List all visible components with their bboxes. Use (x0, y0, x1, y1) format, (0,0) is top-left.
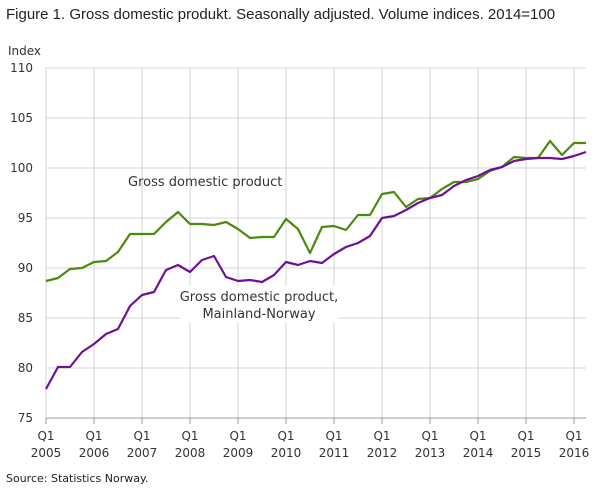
y-tick-label: 110 (10, 61, 33, 75)
x-tick-year: 2010 (271, 446, 302, 460)
x-axis: Q1 2005 Q1 2006 Q1 2007 Q1 2008 Q1 2009 Q1 2010 Q1 20… (31, 417, 590, 460)
x-tick-year: 2013 (415, 446, 446, 460)
y-tick-label: 85 (18, 311, 33, 325)
x-tick-quarter: Q1 (37, 429, 54, 443)
x-tick-year: 2016 (559, 446, 590, 460)
x-tick-quarter: Q1 (325, 429, 342, 443)
y-tick-label: 80 (18, 361, 33, 375)
x-tick-year: 2011 (319, 446, 350, 460)
series-label-gdp: Gross domestic product (128, 175, 282, 190)
series-lines (45, 139, 587, 390)
grid (45, 67, 586, 419)
x-tick-quarter: Q1 (133, 429, 150, 443)
y-axis-label: Index (8, 44, 41, 58)
series-label-background (180, 286, 338, 322)
x-tick-quarter: Q1 (565, 429, 582, 443)
series-line-gdp-mainland (45, 150, 587, 390)
series-label-gdp-mainland-line1: Gross domestic product, (180, 290, 339, 305)
x-tick-year: 2012 (367, 446, 398, 460)
x-tick-year: 2009 (223, 446, 254, 460)
y-tick-label: 105 (10, 111, 33, 125)
x-tick-year: 2005 (31, 446, 62, 460)
series-line-gdp (45, 139, 586, 283)
x-tick-quarter: Q1 (277, 429, 294, 443)
x-tick-year: 2007 (127, 446, 158, 460)
y-tick-label: 90 (18, 261, 33, 275)
x-tick-year: 2014 (463, 446, 494, 460)
y-tick-label: 75 (18, 411, 33, 425)
y-axis: 75 80 85 90 95 100 105 110 (10, 61, 33, 425)
x-tick-quarter: Q1 (373, 429, 390, 443)
x-tick-quarter: Q1 (517, 429, 534, 443)
y-tick-label: 100 (10, 161, 33, 175)
x-tick-quarter: Q1 (85, 429, 102, 443)
x-tick-year: 2006 (79, 446, 110, 460)
series-label-gdp-mainland-line2: Mainland-Norway (202, 307, 315, 322)
x-tick-year: 2015 (511, 446, 542, 460)
source-note: Source: Statistics Norway. (6, 472, 149, 485)
y-tick-label: 95 (18, 211, 33, 225)
chart-title: Figure 1. Gross domestic produkt. Season… (6, 6, 556, 23)
series-labels: Gross domestic product Gross domestic pro… (128, 175, 338, 322)
x-tick-quarter: Q1 (421, 429, 438, 443)
x-tick-quarter: Q1 (229, 429, 246, 443)
x-tick-year: 2008 (175, 446, 206, 460)
x-tick-quarter: Q1 (181, 429, 198, 443)
x-tick-quarter: Q1 (469, 429, 486, 443)
